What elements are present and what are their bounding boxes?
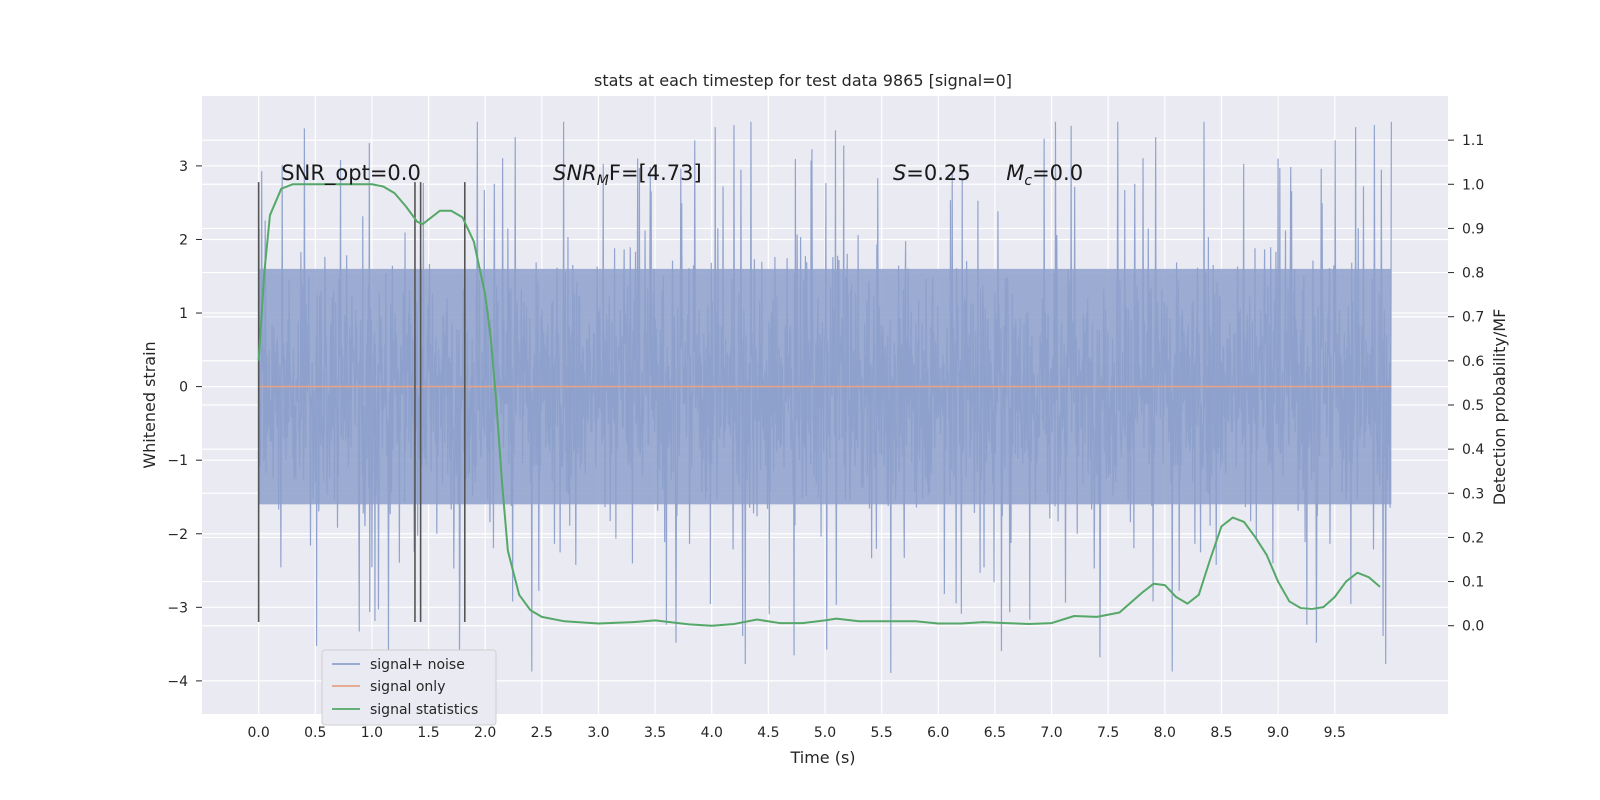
annotation-mc: Mc=0.0 <box>1006 161 1083 189</box>
series-signal-statistics <box>257 183 1381 627</box>
x-tick-label-8: 4.0 <box>701 725 723 741</box>
x-tick-label-10: 5.0 <box>814 725 836 741</box>
y-right-tick-label-4: 0.4 <box>1462 442 1484 458</box>
y-left-tick-label-4: 0 <box>179 380 188 396</box>
y-right-axis-label: Detection probability/MF <box>1490 309 1509 506</box>
chart-title: stats at each timestep for test data 986… <box>594 71 1012 90</box>
signal-statistics-line <box>257 183 1381 627</box>
legend: signal+ noise signal only signal statist… <box>321 649 497 726</box>
legend-label-signal-statistics: signal statistics <box>370 702 478 718</box>
annotation-snr-mf: SNRMF=[4.73] <box>553 161 702 189</box>
x-tick-label-4: 2.0 <box>474 725 496 741</box>
legend-box <box>321 649 497 726</box>
annotation-mc-sub: c <box>1024 173 1032 189</box>
y-left-axis-ticks: −4 −3 −2 −1 0 1 2 3 <box>167 159 202 690</box>
legend-label-signal-plus-noise: signal+ noise <box>370 657 465 673</box>
y-left-tick-label-2: −2 <box>167 527 188 543</box>
annotation-mc-var: M <box>1006 161 1024 185</box>
y-left-tick-label-6: 2 <box>179 232 188 248</box>
x-tick-label-2: 1.0 <box>361 725 383 741</box>
x-tick-label-12: 6.0 <box>927 725 949 741</box>
y-right-tick-label-11: 1.1 <box>1462 133 1484 149</box>
annotations: SNR_opt=0.0 SNRMF=[4.73] S=0.25 Mc=0.0 <box>281 161 1083 189</box>
x-tick-label-7: 3.5 <box>644 725 666 741</box>
y-left-tick-label-1: −3 <box>167 600 188 616</box>
x-tick-label-19: 9.5 <box>1324 725 1346 741</box>
x-tick-label-5: 2.5 <box>531 725 553 741</box>
x-tick-label-17: 8.5 <box>1210 725 1232 741</box>
x-tick-label-16: 8.0 <box>1154 725 1176 741</box>
y-right-tick-label-3: 0.3 <box>1462 486 1484 502</box>
y-right-tick-label-7: 0.7 <box>1462 310 1484 326</box>
y-left-axis-label: Whitened strain <box>140 341 159 468</box>
y-right-tick-label-0: 0.0 <box>1462 619 1484 635</box>
y-right-tick-label-6: 0.6 <box>1462 354 1484 370</box>
annotation-snr-mf-rest: F=[4.73] <box>609 161 702 185</box>
y-right-tick-label-10: 1.0 <box>1462 177 1484 193</box>
signal-plus-noise-line <box>258 121 1392 674</box>
annotation-snr-mf-base: SNR <box>553 161 597 185</box>
x-tick-label-11: 5.5 <box>871 725 893 741</box>
annotation-snr-mf-sub: M <box>597 173 609 189</box>
y-left-tick-label-5: 1 <box>179 306 188 322</box>
y-right-axis-ticks: 0.0 0.1 0.2 0.3 0.4 0.5 0.6 0.7 0.8 0.9 1.0 1.1 <box>1448 133 1484 635</box>
annotation-snr-opt: SNR_opt=0.0 <box>281 161 421 186</box>
x-tick-label-14: 7.0 <box>1040 725 1062 741</box>
x-axis-ticks: 0.0 0.5 1.0 1.5 2.0 2.5 3.0 3.5 4.0 4.5 5.0 5.5 6.0 6… <box>248 725 1346 741</box>
annotation-s-var: S <box>893 161 906 185</box>
x-tick-label-18: 9.0 <box>1267 725 1289 741</box>
x-tick-label-3: 1.5 <box>417 725 439 741</box>
annotation-s: S=0.25 <box>893 161 971 185</box>
y-right-tick-label-9: 0.9 <box>1462 221 1484 237</box>
y-right-tick-label-1: 0.1 <box>1462 575 1484 591</box>
annotation-s-rest: =0.25 <box>906 161 970 185</box>
x-tick-label-13: 6.5 <box>984 725 1006 741</box>
y-left-tick-label-7: 3 <box>179 159 188 175</box>
x-tick-label-15: 7.5 <box>1097 725 1119 741</box>
annotation-mc-rest: =0.0 <box>1032 161 1083 185</box>
y-right-tick-label-5: 0.5 <box>1462 398 1484 414</box>
x-axis-label: Time (s) <box>789 748 855 767</box>
y-left-tick-label-0: −4 <box>167 674 188 690</box>
x-tick-label-1: 0.5 <box>304 725 326 741</box>
y-right-tick-label-8: 0.8 <box>1462 266 1484 282</box>
x-tick-label-6: 3.0 <box>587 725 609 741</box>
x-tick-label-9: 4.5 <box>757 725 779 741</box>
legend-label-signal-only: signal only <box>370 679 445 695</box>
y-left-tick-label-3: −1 <box>167 453 188 469</box>
x-tick-label-0: 0.0 <box>248 725 270 741</box>
vertical-markers <box>257 182 466 623</box>
y-right-tick-label-2: 0.2 <box>1462 530 1484 546</box>
